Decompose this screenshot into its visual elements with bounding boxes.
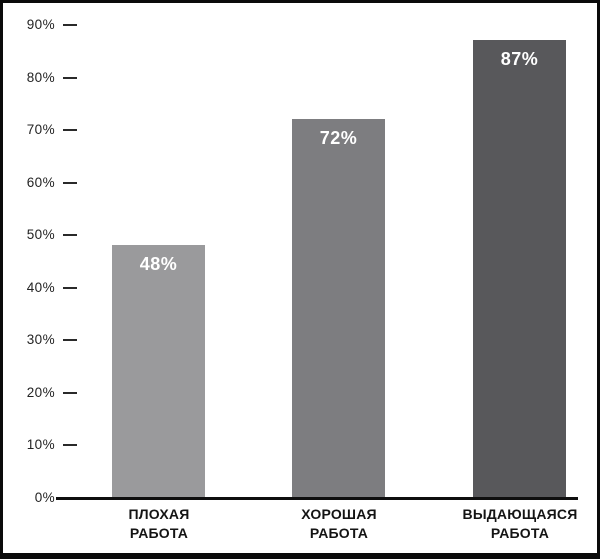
category-line: РАБОТА	[490, 525, 550, 541]
bar-plokhaya-rabota: 48%	[112, 245, 205, 497]
y-axis-tick-90: 90%	[3, 16, 77, 34]
y-axis-tick-label: 50%	[26, 227, 55, 242]
y-axis-tick-0: 0%	[3, 489, 77, 507]
tick-mark-icon	[63, 181, 77, 184]
y-axis-tick-60: 60%	[3, 174, 77, 192]
bar-vydayushchayasya-rabota: 87%	[473, 40, 566, 497]
y-axis-tick-10: 10%	[3, 436, 77, 454]
y-axis-tick-label: 90%	[26, 17, 55, 32]
category-label-khoroshaya-rabota: ХОРОШАЯ РАБОТА	[249, 505, 429, 543]
bar-khoroshaya-rabota: 72%	[292, 119, 385, 497]
y-axis-tick-label: 70%	[26, 122, 55, 137]
category-label-plokhaya-rabota: ПЛОХАЯ РАБОТА	[69, 505, 249, 543]
tick-mark-icon	[63, 444, 77, 446]
y-axis-tick-label: 20%	[26, 384, 55, 400]
bar-value-label: 87%	[500, 49, 539, 69]
category-line: РАБОТА	[129, 525, 189, 541]
x-axis-line	[56, 497, 578, 500]
tick-mark-icon	[63, 76, 77, 79]
category-label-vydayushchayasya-rabota: ВЫДАЮЩАЯСЯ РАБОТА	[430, 505, 597, 543]
bar-chart: 90% 80% 70% 60% 50% 40% 30% 20%	[3, 3, 597, 553]
tick-mark-icon	[63, 339, 77, 341]
category-line: ПЛОХАЯ	[128, 506, 190, 522]
y-axis-tick-label: 60%	[26, 174, 55, 190]
tick-mark-icon	[63, 286, 77, 289]
y-axis-tick-50: 50%	[3, 226, 77, 244]
tick-mark-icon	[63, 24, 77, 26]
y-axis-tick-label: 30%	[26, 332, 55, 347]
bar-value-label: 48%	[139, 254, 178, 274]
y-axis-tick-80: 80%	[3, 69, 77, 87]
y-axis-tick-40: 40%	[3, 279, 77, 297]
category-line: ХОРОШАЯ	[301, 506, 377, 522]
bar-value-label: 72%	[319, 128, 358, 148]
y-axis-tick-label: 0%	[34, 489, 55, 505]
y-axis-tick-label: 10%	[26, 437, 55, 452]
tick-mark-icon	[63, 391, 77, 394]
y-axis-tick-30: 30%	[3, 331, 77, 349]
y-axis-tick-70: 70%	[3, 121, 77, 139]
tick-mark-icon	[63, 129, 77, 131]
y-axis-tick-label: 80%	[26, 69, 55, 85]
category-line: ВЫДАЮЩАЯСЯ	[462, 506, 578, 522]
y-axis-tick-label: 40%	[26, 279, 55, 295]
y-axis-tick-20: 20%	[3, 384, 77, 402]
tick-mark-icon	[63, 234, 77, 236]
category-line: РАБОТА	[309, 525, 369, 541]
